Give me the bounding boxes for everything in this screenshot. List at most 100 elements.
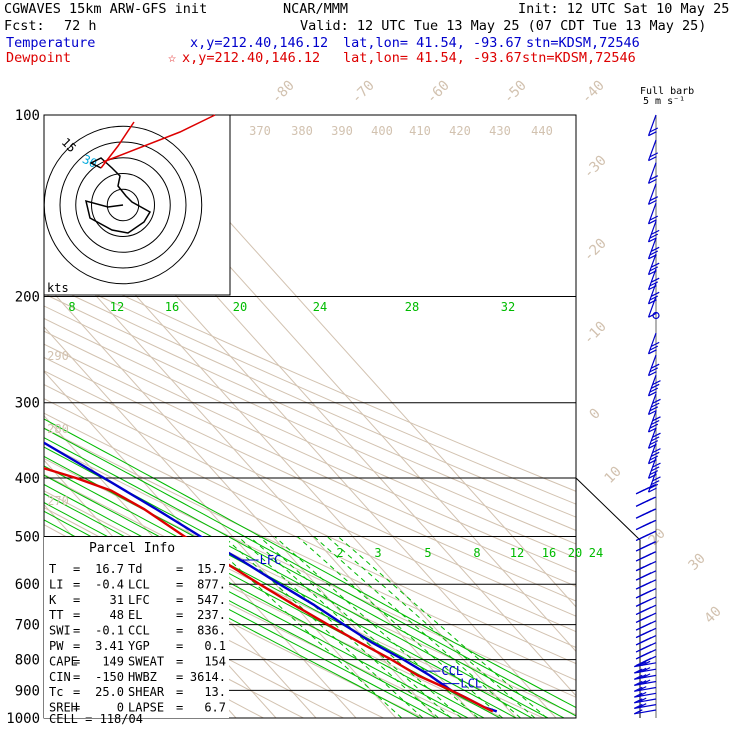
- parcel-param-equals: =: [176, 608, 183, 622]
- wind-barb-flag: [648, 391, 657, 397]
- isotherm-tick-label: -10: [581, 319, 610, 348]
- dry-adiabat-line: [44, 293, 576, 531]
- parcel-param-name: SREH: [49, 701, 78, 715]
- wind-barb: [635, 530, 657, 542]
- wind-barb: [635, 649, 657, 660]
- parcel-param-equals: =: [176, 654, 183, 668]
- wind-barb-flag: [649, 483, 659, 489]
- wind-barb: [634, 709, 657, 715]
- plot-frame: [43, 114, 641, 719]
- wind-barb-flag: [648, 371, 657, 377]
- parcel-param-equals: =: [73, 562, 80, 576]
- wind-barb-flag: [648, 219, 657, 225]
- wind-barb-staff: [634, 686, 657, 692]
- parcel-param-value: 48: [110, 608, 124, 622]
- wind-barb-flag: [649, 127, 659, 133]
- wind-barb-staff: [647, 183, 657, 205]
- wind-barb-flag: [642, 562, 652, 568]
- wind-barb-flag: [634, 709, 643, 715]
- wind-barb: [634, 703, 657, 709]
- wind-barb-flag: [652, 448, 661, 454]
- wind-barb: [634, 686, 657, 692]
- wind-barb: [647, 114, 659, 137]
- level-marker-label: LFC: [260, 553, 282, 567]
- wind-barb-staff: [647, 114, 657, 136]
- wind-barb-staff: [634, 668, 657, 674]
- pressure-tick-label: 600: [15, 577, 40, 593]
- theta-tick-label: 370: [249, 124, 271, 138]
- wind-barb: [635, 560, 657, 572]
- wind-barb-staff: [647, 374, 657, 397]
- mixing-ratio-tick-label: 8: [68, 300, 75, 314]
- dry-adiabat-line: [44, 370, 576, 617]
- wind-barb-flag: [634, 703, 643, 709]
- parcel-param-equals: =: [176, 593, 183, 607]
- wind-barb-flag: [642, 650, 652, 657]
- wind-barb-flag: [650, 480, 660, 486]
- parcel-param-equals: =: [176, 670, 183, 684]
- wind-barb-flag: [649, 440, 659, 446]
- theta-tick-label: 280: [47, 422, 69, 436]
- parcel-info-title: Parcel Info: [89, 541, 175, 556]
- parcel-param-name: EL: [128, 608, 142, 622]
- dewpoint-legend: Dewpoint: [6, 50, 72, 66]
- dry-adiabat-line: [44, 258, 576, 492]
- dewpoint-latlon: lat,lon= 41.54, -93.67: [343, 50, 522, 66]
- wind-barb: [634, 697, 657, 704]
- parcel-param-name: T: [49, 562, 56, 576]
- wind-barb-flag: [650, 229, 660, 235]
- theta-tick-label: 380: [291, 124, 313, 138]
- parcel-param-value: -0.4: [95, 577, 124, 591]
- wind-barb-staff: [647, 268, 657, 290]
- pressure-tick-label: 900: [15, 683, 40, 699]
- level-marker-label: LCL: [460, 677, 482, 691]
- wind-barb-flag: [642, 572, 652, 578]
- wind-barb-flag: [652, 380, 661, 386]
- wind-barb-flag: [648, 349, 657, 355]
- wind-barb-flag: [648, 487, 657, 493]
- wind-barb-staff: [647, 220, 657, 243]
- wind-barb-flag: [642, 636, 652, 643]
- wind-barb-staff: [647, 282, 657, 305]
- parcel-param-equals: =: [176, 562, 183, 576]
- wind-barb-staff: [634, 704, 657, 709]
- isotherm-tick-label: -50: [501, 78, 530, 107]
- parcel-param-value: 3614.: [190, 670, 226, 684]
- wind-barb-flag: [641, 673, 651, 679]
- wind-barb-flag: [641, 667, 651, 673]
- wind-barb: [635, 570, 657, 581]
- temperature-station: stn=KDSM,72546: [526, 35, 640, 51]
- parcel-param-equals: =: [176, 685, 183, 699]
- hodograph-ring: [59, 141, 187, 269]
- wind-barb-flag: [642, 644, 652, 650]
- parcel-param-name: CCL: [128, 624, 150, 638]
- wind-barb: [647, 457, 661, 479]
- wind-barb: [635, 642, 657, 653]
- wind-barb-staff: [647, 237, 657, 260]
- wind-barb: [635, 579, 657, 590]
- isotherm-line: [44, 370, 357, 718]
- parcel-param-equals: =: [176, 639, 183, 653]
- isotherm-line: [44, 326, 397, 718]
- wind-barb-flag: [634, 674, 643, 680]
- parcel-param-value: 15.7: [197, 562, 226, 576]
- wind-barb-flag: [646, 530, 656, 537]
- wind-barb: [647, 162, 659, 184]
- wind-barb-flag: [634, 662, 643, 668]
- wind-barb-staff: [647, 427, 657, 449]
- wind-barb-flag: [642, 589, 652, 596]
- dry-adiabat-line: [44, 427, 576, 681]
- wind-barb-staff: [647, 139, 657, 161]
- pressure-tick-label: 800: [15, 653, 40, 669]
- parcel-param-equals: =: [73, 701, 80, 715]
- valid-time: Valid: 12 UTC Tue 13 May 25 (07 CDT Tue …: [300, 18, 707, 34]
- wind-barb-staff: [647, 411, 657, 433]
- wind-barb-flag: [652, 476, 661, 482]
- plot-border: [43, 114, 577, 719]
- forecast-hour: 72 h: [64, 18, 97, 34]
- wind-barb-flag: [634, 692, 643, 698]
- wind-barb-flag: [649, 387, 659, 393]
- wind-barb: [635, 635, 657, 646]
- parcel-param-value: 149: [102, 654, 124, 668]
- parcel-param-name: SWI: [49, 624, 71, 638]
